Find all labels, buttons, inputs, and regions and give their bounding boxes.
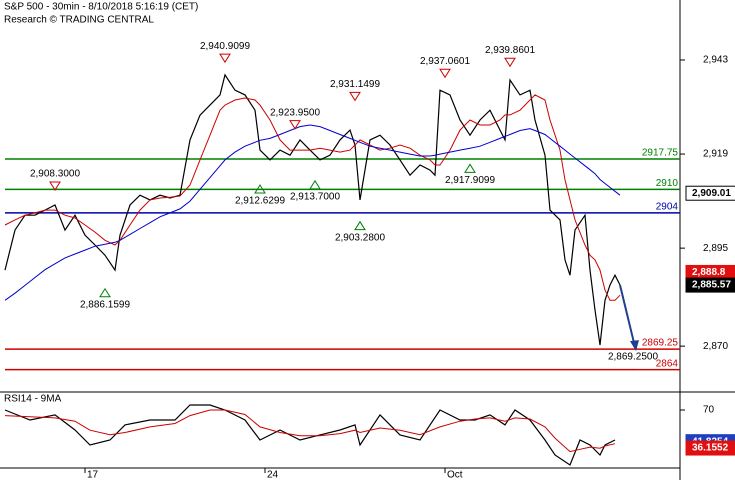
plot-area <box>4 73 680 371</box>
peak-label: 2,923.9500 <box>270 107 320 118</box>
peak-marker <box>439 68 451 79</box>
peak-label: 2,931.1499 <box>330 79 380 90</box>
level-label-bg <box>638 357 679 369</box>
peak-marker <box>49 181 61 191</box>
peak-marker <box>289 120 301 130</box>
forecast-arrowhead <box>630 340 639 352</box>
level-label: 2904 <box>656 201 679 212</box>
price-tag <box>685 440 735 456</box>
peak-marker <box>504 57 516 68</box>
level-label-bg <box>638 177 679 189</box>
chart-title: S&P 500 - 30min - 8/10/2018 5:16:19 (CET… <box>4 2 198 13</box>
price-tag-label: 2,888.8 <box>692 267 726 278</box>
level-label-bg <box>638 337 679 349</box>
trough-label: 2,903.2800 <box>335 232 385 243</box>
level-label: 2869.25 <box>642 338 679 349</box>
level-label-bg <box>638 146 679 158</box>
peak-label: 2,939.8601 <box>485 45 535 56</box>
price-tag <box>685 277 735 293</box>
target-label: 2,869.2500 <box>608 352 658 363</box>
y-tick-label: 2,919 <box>703 149 728 160</box>
x-tick-label: 24 <box>267 470 279 480</box>
y-tick-label: 2,895 <box>703 243 728 254</box>
forecast-arrow <box>619 284 636 348</box>
price-tag-label: 36.1552 <box>692 443 729 454</box>
peak-label: 2,908.3000 <box>30 169 80 180</box>
y-tick-label: 2,943 <box>703 55 728 66</box>
trough-marker <box>354 220 366 231</box>
series-line <box>4 124 621 301</box>
level-label: 2910 <box>656 178 679 189</box>
trough-marker <box>254 184 266 194</box>
chart-subtitle: Research © TRADING CENTRAL <box>4 15 154 26</box>
series-line <box>4 404 616 466</box>
level-label-bg <box>638 200 679 212</box>
trough-marker <box>309 179 321 190</box>
indicator-title: RSI14 - 9MA <box>4 394 62 405</box>
peak-label: 2,940.9099 <box>200 41 250 52</box>
x-tick-label: 17 <box>87 470 99 480</box>
series-line <box>4 73 621 346</box>
trough-label: 2,886.1599 <box>80 299 130 310</box>
trough-marker <box>464 163 476 173</box>
trough-marker <box>99 287 111 298</box>
y-tick-label: 2,870 <box>703 341 728 352</box>
price-tag-label: 2,885.57 <box>692 280 731 291</box>
level-label: 2864 <box>656 358 679 369</box>
price-tag <box>685 185 735 201</box>
series-line <box>4 409 616 453</box>
trough-label: 2,913.7000 <box>290 191 340 202</box>
plot-area <box>4 404 616 466</box>
price-tag-label: 2,909.01 <box>692 188 731 199</box>
trough-label: 2,912.6299 <box>235 196 285 207</box>
x-tick-label: Oct <box>447 470 463 480</box>
peak-label: 2,937.0601 <box>420 56 470 67</box>
trough-label: 2,917.9099 <box>445 175 495 186</box>
peak-marker <box>219 53 231 64</box>
y-tick-label: 70 <box>703 405 715 416</box>
peak-marker <box>349 91 361 102</box>
level-label: 2917.75 <box>642 148 679 159</box>
